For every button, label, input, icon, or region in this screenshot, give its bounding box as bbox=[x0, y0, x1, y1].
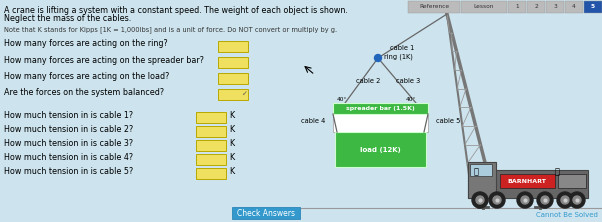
Bar bbox=[218, 89, 248, 100]
Text: K: K bbox=[229, 166, 234, 176]
Bar bbox=[584, 1, 602, 13]
Bar bbox=[196, 112, 226, 123]
Text: cable 2: cable 2 bbox=[356, 77, 380, 83]
Text: 5: 5 bbox=[591, 4, 595, 10]
Bar bbox=[508, 1, 526, 13]
Text: cable 1: cable 1 bbox=[390, 45, 414, 51]
Bar bbox=[335, 132, 426, 167]
Text: How much tension in is cable 1?: How much tension in is cable 1? bbox=[4, 111, 133, 119]
Bar bbox=[196, 126, 226, 137]
Text: cable 4: cable 4 bbox=[301, 118, 325, 124]
Circle shape bbox=[489, 192, 505, 208]
Circle shape bbox=[374, 54, 382, 61]
Bar bbox=[196, 140, 226, 151]
Text: ✓: ✓ bbox=[242, 91, 248, 97]
Text: Note that K stands for Kipps [1K = 1,000lbs] and is a unit of force. Do NOT conv: Note that K stands for Kipps [1K = 1,000… bbox=[4, 26, 337, 33]
Text: Cannot Be Solved: Cannot Be Solved bbox=[536, 212, 598, 218]
Text: How much tension in is cable 4?: How much tension in is cable 4? bbox=[4, 153, 133, 161]
Circle shape bbox=[569, 192, 585, 208]
Text: Neglect the mass of the cables.: Neglect the mass of the cables. bbox=[4, 14, 131, 23]
Bar bbox=[196, 168, 226, 179]
Bar bbox=[218, 73, 248, 84]
Bar bbox=[196, 154, 226, 165]
Text: Are the forces on the system balanced?: Are the forces on the system balanced? bbox=[4, 87, 164, 97]
Circle shape bbox=[573, 196, 581, 204]
Text: 2: 2 bbox=[534, 4, 538, 10]
Bar bbox=[333, 114, 428, 132]
Text: ring (1K): ring (1K) bbox=[384, 54, 413, 60]
Text: How much tension in is cable 5?: How much tension in is cable 5? bbox=[4, 166, 133, 176]
Text: A crane is lifting a system with a constant speed. The weight of each object is : A crane is lifting a system with a const… bbox=[4, 6, 348, 15]
Text: How much tension in is cable 2?: How much tension in is cable 2? bbox=[4, 125, 133, 133]
Circle shape bbox=[541, 196, 549, 204]
Text: Check Answers: Check Answers bbox=[237, 208, 295, 218]
Text: How many forces are acting on the load?: How many forces are acting on the load? bbox=[4, 71, 169, 81]
Bar bbox=[218, 57, 248, 68]
Text: BARNHART: BARNHART bbox=[507, 178, 547, 184]
Bar bbox=[408, 1, 460, 13]
Text: 👤: 👤 bbox=[555, 168, 560, 176]
Circle shape bbox=[537, 192, 553, 208]
Text: 👤: 👤 bbox=[474, 168, 479, 176]
Text: 1: 1 bbox=[515, 4, 519, 10]
Text: 40°: 40° bbox=[406, 97, 417, 102]
Bar bbox=[218, 41, 248, 52]
Text: 3: 3 bbox=[553, 4, 557, 10]
Circle shape bbox=[557, 192, 573, 208]
Bar bbox=[527, 1, 545, 13]
Text: K: K bbox=[229, 125, 234, 133]
Text: spreader bar (1.5K): spreader bar (1.5K) bbox=[346, 106, 415, 111]
Circle shape bbox=[476, 196, 484, 204]
Bar bbox=[470, 164, 492, 176]
Text: 40°: 40° bbox=[337, 97, 347, 102]
Circle shape bbox=[472, 192, 488, 208]
Text: How many forces are acting on the spreader bar?: How many forces are acting on the spread… bbox=[4, 56, 204, 65]
Bar bbox=[546, 1, 564, 13]
Text: K: K bbox=[229, 111, 234, 119]
Text: 4: 4 bbox=[572, 4, 576, 10]
Text: Lesson: Lesson bbox=[474, 4, 494, 10]
Text: cable 5: cable 5 bbox=[436, 118, 460, 124]
Bar bbox=[565, 1, 583, 13]
Circle shape bbox=[521, 196, 529, 204]
Bar bbox=[500, 174, 555, 188]
Circle shape bbox=[493, 196, 501, 204]
Bar bbox=[232, 207, 300, 219]
Text: cable 3: cable 3 bbox=[396, 77, 420, 83]
Text: How much tension in is cable 3?: How much tension in is cable 3? bbox=[4, 139, 133, 147]
Circle shape bbox=[517, 192, 533, 208]
Bar bbox=[558, 174, 586, 188]
Text: K: K bbox=[229, 139, 234, 147]
Circle shape bbox=[561, 196, 569, 204]
Bar bbox=[333, 103, 428, 114]
Bar bbox=[468, 170, 588, 198]
Text: Reference: Reference bbox=[419, 4, 449, 10]
Text: How many forces are acting on the ring?: How many forces are acting on the ring? bbox=[4, 40, 168, 48]
Text: K: K bbox=[229, 153, 234, 161]
Bar bbox=[461, 1, 507, 13]
Text: load (12K): load (12K) bbox=[360, 147, 401, 153]
Bar bbox=[468, 162, 496, 198]
